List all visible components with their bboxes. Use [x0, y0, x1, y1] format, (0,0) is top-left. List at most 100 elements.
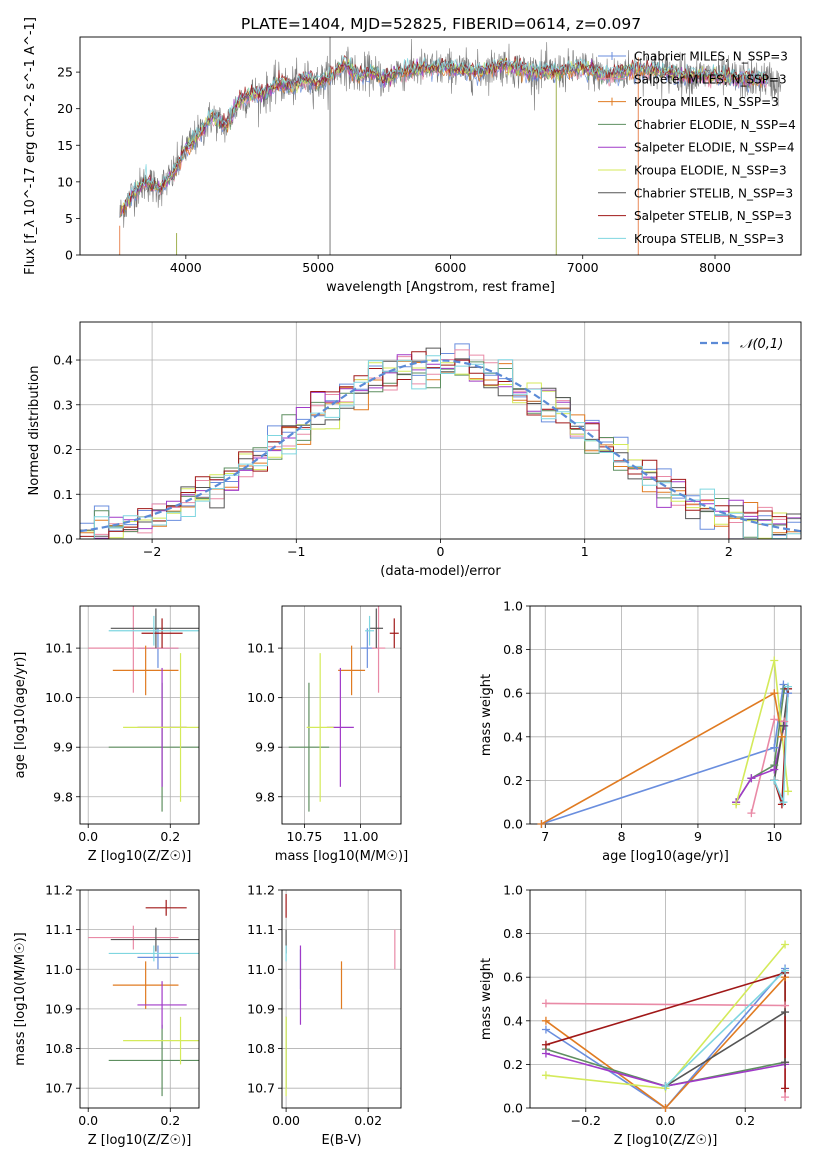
weight-marker-salpeter-stelib	[781, 1084, 790, 1093]
weight_vs_Z-xtick-label: −0.2	[571, 1113, 601, 1128]
weight_vs_age-xtick-label: 10	[766, 829, 782, 844]
weight-marker-kroupa-miles	[541, 1016, 550, 1025]
age_vs_mass-ytick-label: 10.1	[247, 641, 275, 656]
mass_vs_ebv-xlabel: E(B-V)	[321, 1133, 361, 1148]
age_vs_mass-plot-area	[288, 606, 399, 812]
age_vs_Z-xtick-label: 0.0	[78, 829, 98, 844]
weight-marker-kroupa-elodie	[784, 787, 793, 796]
legend-entry-label: 𝒩(0,1)	[740, 337, 783, 352]
weight-line-salpeter-miles	[750, 718, 785, 814]
weight_vs_age-ytick-label: 0.4	[503, 729, 523, 744]
residuals-panel: −2 −1 0 1 2 0.0 0.1 0.2 0.3 0.4 (data-model)/error…	[27, 321, 802, 579]
residual-histogram-kroupa-stelib	[80, 355, 801, 539]
spectrum-xtick-label: 6000	[435, 260, 467, 275]
model-spectrum-kroupa-stelib	[123, 54, 768, 206]
weight_vs_Z-xtick-label: 0.0	[656, 1113, 676, 1128]
weight-marker-kroupa-elodie	[770, 656, 779, 665]
mass_vs_Z-xtick-label: 0.2	[160, 1113, 180, 1128]
weight-marker-salpeter-elodie	[770, 765, 779, 774]
spectrum-plot-area	[119, 37, 782, 255]
weight-marker-kroupa-elodie	[732, 800, 741, 809]
residuals-ytick-label: 0.2	[53, 442, 73, 457]
weight-marker-chabrier-stelib	[779, 721, 788, 730]
weight_vs_age-ytick-label: 0.6	[503, 686, 523, 701]
weight_vs_age-xtick-label: 9	[694, 829, 702, 844]
age_vs_Z-plot-area	[88, 606, 199, 812]
spectrum-xtick-label: 7000	[567, 260, 599, 275]
legend-entry-label: Salpeter STELIB, N_SSP=3	[634, 209, 792, 223]
mass_vs_ebv-ytick-label: 11.1	[247, 922, 275, 937]
weight-marker-kroupa-stelib	[779, 798, 788, 807]
weight_vs_Z-xtick-label: 0.2	[735, 1113, 755, 1128]
spectrum-frame	[79, 36, 802, 256]
weight-line-kroupa-miles	[541, 691, 783, 824]
weight-marker-salpeter-elodie	[541, 1049, 550, 1058]
weight_vs_Z-xlabel: Z [log10(Z/Z☉)]	[614, 1133, 718, 1148]
weight_vs_age-ytick-label: 0.8	[503, 642, 523, 657]
mass_vs_Z-ytick-label: 11.1	[45, 922, 73, 937]
residuals-xtick-label: 2	[725, 544, 733, 559]
weight-marker-kroupa-miles	[777, 732, 786, 741]
age_vs_Z-xlabel: Z [log10(Z/Z☉)]	[88, 849, 192, 864]
mass_vs_ebv-ytick-label: 10.7	[247, 1081, 275, 1096]
mass_vs_Z-ylabel: mass [log10(M/M☉)]	[13, 932, 28, 1065]
weight-marker-kroupa-stelib	[781, 966, 790, 975]
weight_vs_age-xlabel: age [log10(age/yr)]	[602, 849, 729, 864]
spectrum-ytick-label: 15	[57, 138, 73, 153]
spectrum-xtick-label: 8000	[699, 260, 731, 275]
weight_vs_Z-ytick-label: 0.2	[503, 1057, 523, 1072]
age_vs_Z-ytick-label: 10.1	[45, 641, 73, 656]
weight_vs_age-ytick-label: 0.2	[503, 773, 523, 788]
residuals-xtick-label: −1	[287, 544, 305, 559]
legend-entry-label: Kroupa ELODIE, N_SSP=3	[634, 164, 787, 178]
weight_vs_age-ylabel: mass weight	[479, 674, 494, 756]
age_vs_mass-frame	[281, 605, 402, 825]
age_vs_Z-ytick-label: 10.0	[45, 690, 73, 705]
mass_vs_ebv-frame	[281, 889, 402, 1109]
mass_vs_ebv-ytick-label: 10.9	[247, 1001, 275, 1016]
weight_vs_Z-ylabel: mass weight	[479, 958, 494, 1040]
weight_vs_age-ytick-label: 1.0	[503, 599, 523, 614]
age_vs_Z-ylabel: age [log10(age/yr)]	[13, 652, 28, 779]
weight_vs_Z-ytick-label: 0.6	[503, 970, 523, 985]
figure-title: PLATE=1404, MJD=52825, FIBERID=0614, z=0…	[241, 15, 641, 33]
age_vs_Z-ytick-label: 9.8	[53, 789, 73, 804]
age_vs_mass-xtick-label: 11.00	[343, 829, 379, 844]
normal-reference-curve	[80, 359, 801, 533]
mass_vs_ebv-ytick-label: 10.8	[247, 1041, 275, 1056]
weight-line-kroupa-stelib	[664, 970, 786, 1087]
weight_vs_age-xtick-label: 7	[541, 829, 549, 844]
weight-marker-salpeter-miles	[747, 809, 756, 818]
mass_vs_Z-plot-area	[88, 899, 199, 1097]
weight-marker-kroupa-miles	[661, 1104, 670, 1112]
mass_vs_Z-ytick-label: 10.8	[45, 1041, 73, 1056]
mass_vs_Z-xtick-label: 0.0	[78, 1113, 98, 1128]
weight-marker-salpeter-miles	[541, 999, 550, 1008]
residuals-plot-area	[80, 343, 801, 539]
mass_vs_Z-ytick-label: 11.0	[45, 962, 73, 977]
weight_vs_Z-ytick-label: 1.0	[503, 883, 523, 898]
weight-marker-kroupa-elodie	[541, 1071, 550, 1080]
model-spectrum-chabrier-elodie	[120, 60, 769, 217]
weight-marker-kroupa-stelib	[661, 1082, 670, 1091]
legend-entry-label: Chabrier STELIB, N_SSP=3	[634, 186, 793, 200]
weight-marker-kroupa-stelib	[770, 776, 779, 785]
spectrum-ytick-label: 5	[65, 211, 73, 226]
spectrum-ytick-label: 0	[65, 248, 73, 263]
age_vs_Z-panel: 0.0 0.2 9.8 9.9 10.0 10.1 Z [log10(Z/Z☉)] age […	[13, 605, 200, 864]
age_vs_mass-ytick-label: 10.0	[247, 690, 275, 705]
residuals-ytick-label: 0.4	[53, 353, 73, 368]
legend-entry-label: Salpeter MILES, N_SSP=3	[634, 72, 787, 86]
weight-marker-chabrier-miles	[779, 680, 788, 689]
age_vs_mass-xlabel: mass [log10(M/M☉)]	[275, 849, 408, 864]
weight-marker-kroupa-miles	[537, 820, 546, 828]
weight-marker-salpeter-elodie	[747, 774, 756, 783]
age_vs_mass-xtick-label: 10.75	[287, 829, 323, 844]
mass_vs_ebv-ytick-label: 11.2	[247, 883, 275, 898]
spectrum-ytick-label: 25	[57, 65, 73, 80]
chart-panels: 4000 5000 6000 7000 80000510152025wavelength…	[13, 17, 802, 1148]
weight-marker-kroupa-elodie	[781, 940, 790, 949]
mass_vs_Z-ytick-label: 11.2	[45, 883, 73, 898]
spectrum-ytick-label: 10	[57, 174, 73, 189]
